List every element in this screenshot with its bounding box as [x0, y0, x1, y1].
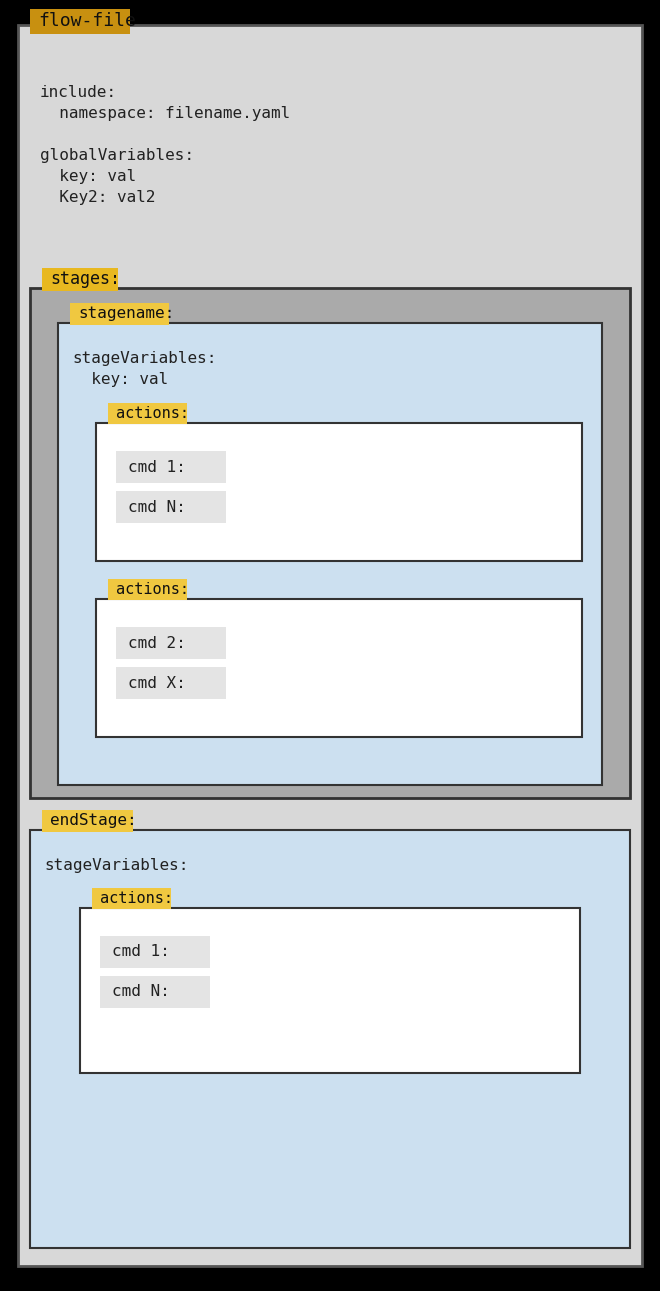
- Text: actions:: actions:: [116, 405, 189, 421]
- Text: include:: include:: [40, 85, 117, 99]
- FancyBboxPatch shape: [42, 269, 119, 290]
- Text: stagename:: stagename:: [78, 306, 174, 321]
- Text: namespace: filename.yaml: namespace: filename.yaml: [40, 106, 290, 121]
- FancyBboxPatch shape: [58, 323, 602, 785]
- Text: flow-file: flow-file: [38, 13, 136, 31]
- Text: cmd 2:: cmd 2:: [128, 635, 185, 651]
- Text: cmd N:: cmd N:: [112, 985, 170, 999]
- Text: Key2: val2: Key2: val2: [40, 190, 156, 205]
- Text: endStage:: endStage:: [50, 813, 137, 829]
- Text: cmd 1:: cmd 1:: [128, 460, 185, 475]
- FancyBboxPatch shape: [100, 936, 210, 968]
- Text: actions:: actions:: [100, 891, 173, 906]
- FancyBboxPatch shape: [30, 9, 130, 34]
- FancyBboxPatch shape: [80, 908, 580, 1073]
- Text: stageVariables:: stageVariables:: [44, 859, 188, 873]
- FancyBboxPatch shape: [116, 491, 226, 523]
- Text: stages:: stages:: [50, 270, 120, 288]
- FancyBboxPatch shape: [96, 423, 582, 562]
- Text: globalVariables:: globalVariables:: [40, 148, 194, 163]
- FancyBboxPatch shape: [116, 667, 226, 698]
- FancyBboxPatch shape: [108, 403, 187, 423]
- FancyBboxPatch shape: [96, 599, 582, 737]
- Text: key: val: key: val: [40, 169, 136, 185]
- FancyBboxPatch shape: [100, 976, 210, 1008]
- FancyBboxPatch shape: [116, 451, 226, 483]
- Text: key: val: key: val: [72, 372, 168, 387]
- Text: cmd 1:: cmd 1:: [112, 945, 170, 959]
- FancyBboxPatch shape: [92, 888, 172, 909]
- FancyBboxPatch shape: [70, 303, 169, 325]
- FancyBboxPatch shape: [30, 288, 630, 798]
- Text: cmd N:: cmd N:: [128, 500, 185, 515]
- FancyBboxPatch shape: [30, 830, 630, 1248]
- Text: actions:: actions:: [116, 582, 189, 596]
- FancyBboxPatch shape: [18, 25, 642, 1266]
- FancyBboxPatch shape: [116, 627, 226, 658]
- FancyBboxPatch shape: [42, 809, 133, 831]
- Text: stageVariables:: stageVariables:: [72, 351, 216, 367]
- FancyBboxPatch shape: [108, 578, 187, 600]
- Text: cmd X:: cmd X:: [128, 675, 185, 691]
